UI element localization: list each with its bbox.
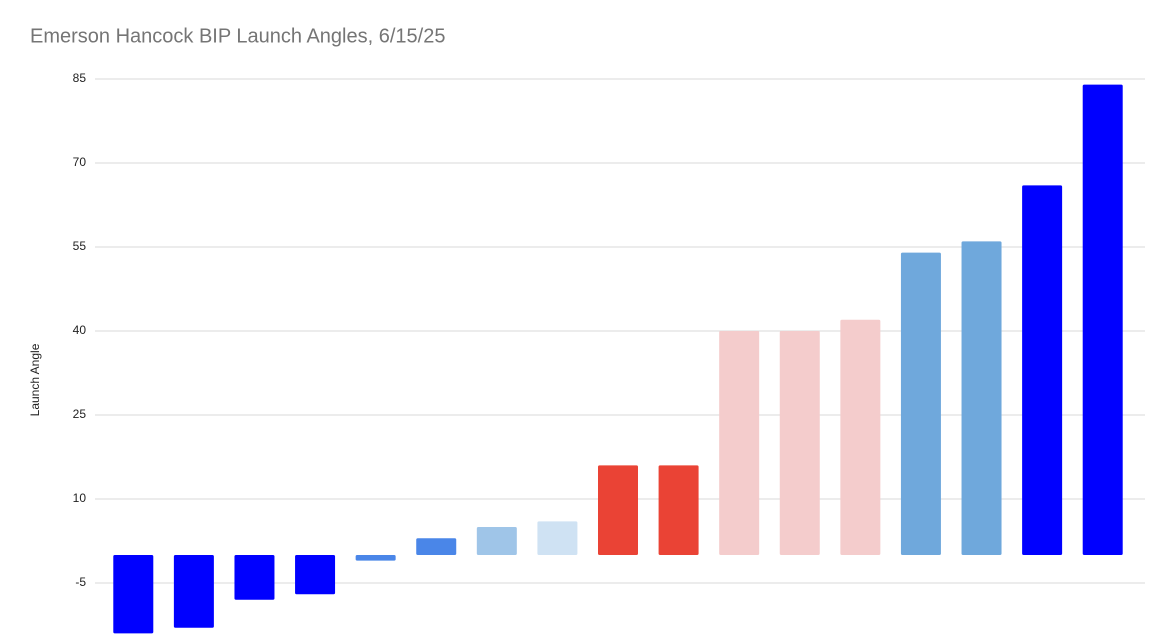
bar: [961, 241, 1002, 555]
bar: [537, 521, 578, 555]
y-tick-label: -5: [75, 575, 86, 589]
y-tick-label: 85: [73, 71, 87, 85]
bar: [779, 331, 820, 555]
chart-title: Emerson Hancock BIP Launch Angles, 6/15/…: [30, 25, 445, 47]
bar: [476, 527, 517, 555]
bar: [355, 555, 396, 561]
bar: [900, 252, 941, 555]
y-tick-label: 25: [73, 407, 87, 421]
bar: [1022, 185, 1063, 555]
bar: [234, 555, 275, 600]
bar: [113, 555, 154, 634]
bar: [840, 319, 881, 555]
y-tick-label: 55: [73, 239, 87, 253]
bar: [416, 538, 457, 555]
bar: [1082, 84, 1123, 555]
y-tick-label: 10: [73, 491, 87, 505]
y-tick-label: 40: [73, 323, 87, 337]
bar: [598, 465, 638, 555]
bar: [295, 555, 336, 595]
y-axis-label: Launch Angle: [28, 343, 42, 416]
bar: [658, 465, 699, 555]
bar: [173, 555, 214, 628]
bar: [719, 331, 760, 555]
y-tick-label: 70: [73, 155, 87, 169]
